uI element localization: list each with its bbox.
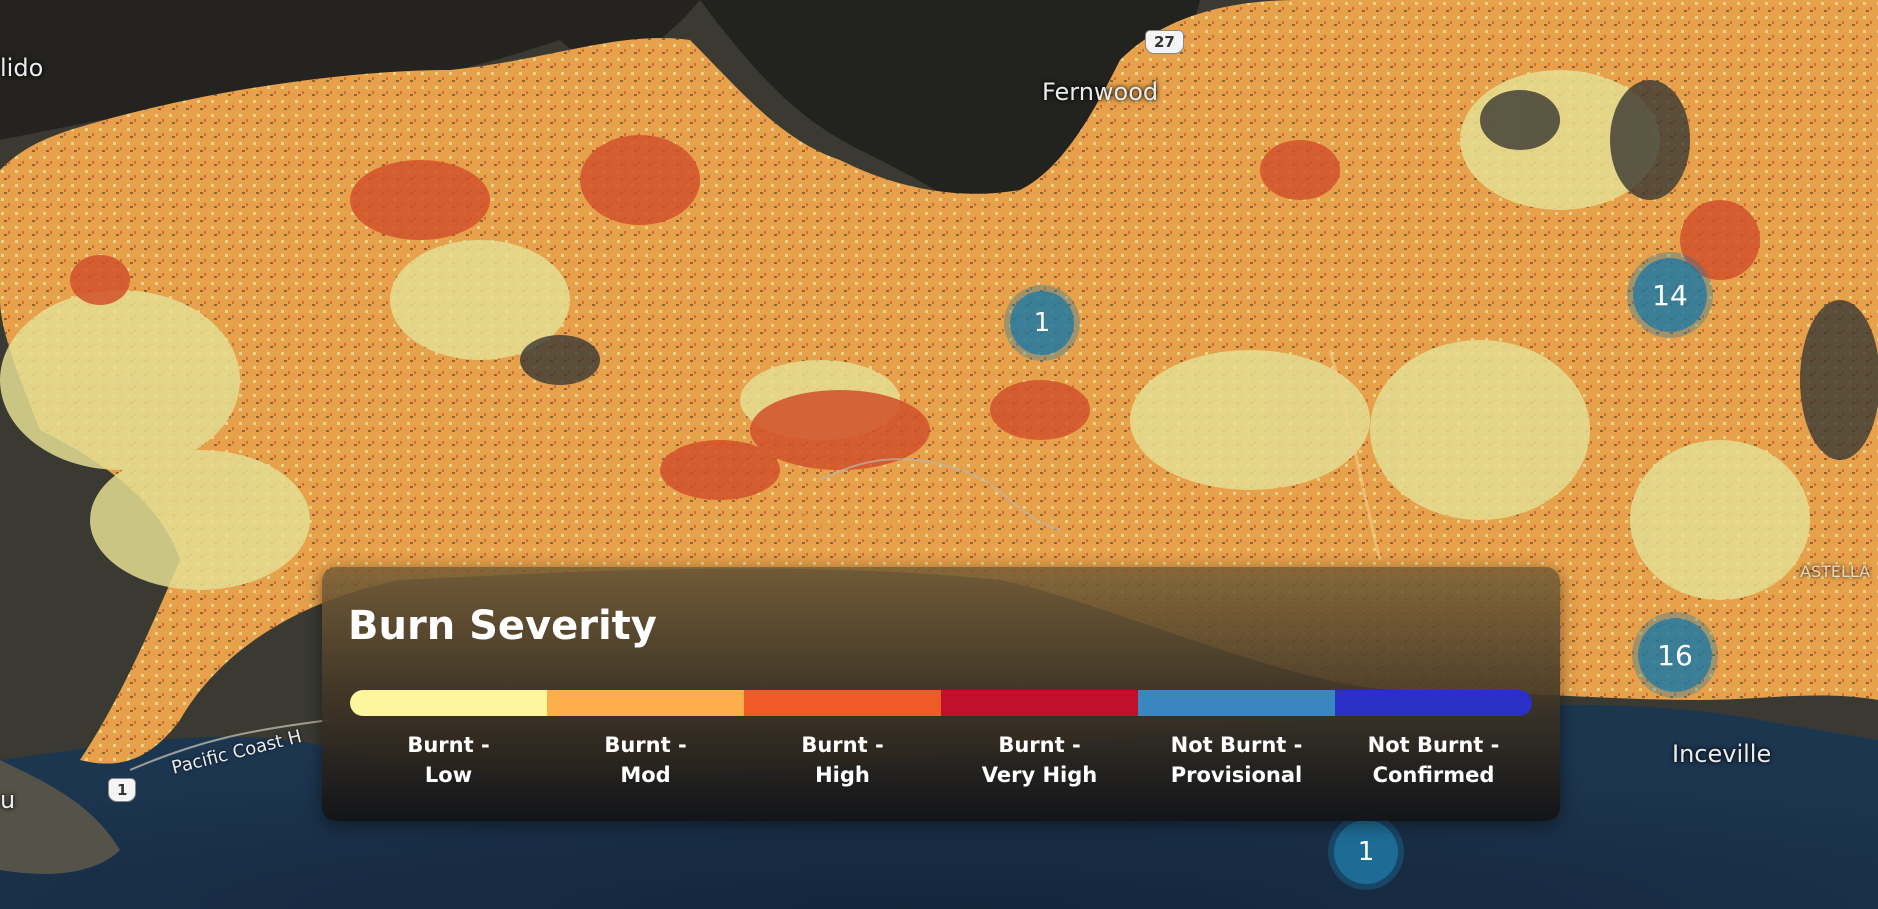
place-label-fernwood: Fernwood	[1042, 78, 1159, 106]
legend-label-burnt-mod: Burnt - Mod	[604, 733, 687, 787]
legend-color-bar	[350, 690, 1532, 716]
legend-swatch-burnt-very-high	[941, 690, 1138, 716]
cluster-marker[interactable]: 1	[1010, 291, 1074, 355]
legend-label-burnt-high: Burnt - High	[801, 733, 884, 787]
route-shield-1: 1	[108, 778, 137, 802]
place-label-u: u	[0, 786, 16, 814]
legend-swatch-burnt-low	[350, 690, 547, 716]
burn-severity-legend: Burn Severity Burnt - Low Burnt - Mod Bu…	[322, 567, 1560, 821]
cluster-marker[interactable]: 16	[1638, 618, 1712, 692]
cluster-marker[interactable]: 1	[1334, 820, 1398, 884]
legend-labels: Burnt - Low Burnt - Mod Burnt - High Bur…	[350, 730, 1532, 790]
legend-label-not-burnt-confirmed: Not Burnt - Confirmed	[1367, 733, 1500, 787]
place-label-lido: lido	[0, 54, 44, 82]
place-label-inceville: Inceville	[1672, 740, 1772, 768]
place-label-astella: ASTELLA	[1800, 562, 1871, 581]
route-shield-27: 27	[1145, 30, 1184, 54]
park-label-tuna-canyon: Tuna Canyon Park	[800, 512, 997, 537]
cluster-marker[interactable]: 14	[1633, 258, 1707, 332]
legend-swatch-not-burnt-provisional	[1138, 690, 1335, 716]
legend-label-burnt-very-high: Burnt - Very High	[981, 733, 1098, 787]
legend-swatch-burnt-mod	[547, 690, 744, 716]
legend-label-not-burnt-provisional: Not Burnt - Provisional	[1170, 733, 1303, 787]
legend-title: Burn Severity	[348, 603, 657, 649]
legend-label-burnt-low: Burnt - Low	[407, 733, 490, 787]
legend-swatch-burnt-high	[744, 690, 941, 716]
legend-swatch-not-burnt-confirmed	[1335, 690, 1532, 716]
